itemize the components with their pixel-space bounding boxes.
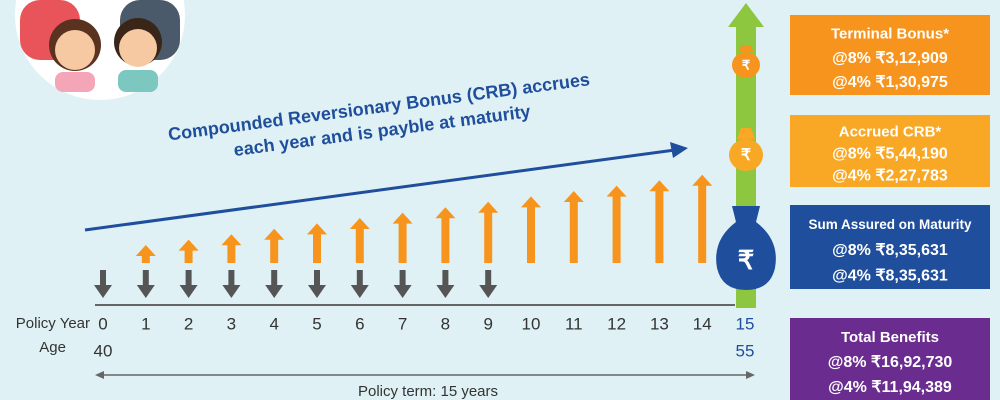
benefit-box: Total Benefits @8% ₹16,92,730 @4% ₹11,94,3…	[790, 318, 990, 400]
svg-text:₹: ₹	[741, 147, 751, 164]
year-label: 0	[98, 314, 107, 333]
year-label: 2	[184, 314, 193, 333]
bonus-arrow	[399, 223, 407, 263]
bonus-arrow-head	[307, 223, 327, 234]
premium-arrow-head	[479, 285, 497, 298]
bonus-arrow	[313, 233, 321, 263]
year-label: 13	[650, 314, 669, 333]
term-arrow-right	[746, 371, 755, 379]
benefit-value: @4% ₹1,30,975	[832, 74, 948, 91]
premium-arrow	[314, 270, 320, 286]
bonus-arrow	[185, 250, 193, 263]
benefit-title: Terminal Bonus*	[831, 25, 949, 42]
year-label: 14	[693, 314, 712, 333]
benefit-title: Accrued CRB*	[839, 123, 942, 140]
premium-arrow	[143, 270, 149, 286]
bonus-arrow-head	[221, 234, 241, 245]
bonus-arrow-head	[564, 191, 584, 202]
term-label: Policy term: 15 years	[358, 383, 498, 400]
premium-arrow-head	[394, 285, 412, 298]
bonus-arrow-head	[179, 240, 199, 251]
benefit-value: @8% ₹3,12,909	[832, 50, 948, 67]
premium-arrow	[271, 270, 277, 286]
premium-arrow	[400, 270, 406, 286]
bonus-arrow-head	[264, 229, 284, 240]
benefit-box: Terminal Bonus* @8% ₹3,12,909 @4% ₹1,30,97…	[790, 15, 990, 95]
benefit-value: @8% ₹8,35,631	[832, 242, 948, 259]
benefit-box: Sum Assured on Maturity @8% ₹8,35,631 @4% …	[790, 205, 990, 289]
premium-arrow-head	[308, 285, 326, 298]
premium-arrow-head	[265, 285, 283, 298]
premium-arrow	[186, 270, 192, 286]
row-label: Age	[39, 339, 66, 356]
bonus-arrow	[441, 217, 449, 263]
bonus-arrow-head	[521, 196, 541, 207]
age-label: 40	[94, 341, 113, 360]
premium-arrow-head	[137, 285, 155, 298]
bonus-arrow	[227, 244, 235, 263]
header: Compounded Reversionary Bonus (CRB) accr…	[167, 69, 594, 168]
bonus-arrow	[142, 255, 150, 263]
benefit-value: @4% ₹11,94,389	[828, 379, 952, 396]
bonus-arrow-head	[435, 207, 455, 218]
bonus-arrow	[655, 190, 663, 263]
premium-arrow-head	[180, 285, 198, 298]
family-illustration	[15, 0, 185, 100]
premium-arrow	[228, 270, 234, 286]
bonus-arrow	[613, 196, 621, 263]
bonus-arrow-head	[649, 180, 669, 191]
row-label: Policy Year	[16, 315, 90, 332]
premium-arrow-head	[94, 285, 112, 298]
premium-arrow-head	[436, 285, 454, 298]
svg-text:₹: ₹	[742, 57, 751, 72]
year-label: 9	[483, 314, 492, 333]
bonus-arrow-head	[607, 186, 627, 197]
infographic: Compounded Reversionary Bonus (CRB) accr…	[0, 0, 1000, 400]
benefit-value: @8% ₹5,44,190	[832, 145, 948, 162]
bonus-arrow-head	[136, 245, 156, 256]
year-label: 5	[312, 314, 321, 333]
bonus-arrow-head	[692, 175, 712, 186]
benefit-value: @4% ₹2,27,783	[832, 167, 948, 184]
year-label: 3	[227, 314, 236, 333]
money-bag: ₹	[729, 128, 763, 171]
benefit-title: Sum Assured on Maturity	[808, 217, 972, 232]
year-label: 6	[355, 314, 364, 333]
bonus-arrow	[356, 228, 364, 263]
premium-arrow	[485, 270, 491, 286]
money-bag: ₹	[716, 206, 776, 290]
year-label: 15	[736, 314, 755, 333]
benefit-title: Total Benefits	[841, 329, 939, 346]
benefit-value: @4% ₹8,35,631	[832, 267, 948, 284]
trend-arrow	[85, 150, 675, 230]
premium-arrow	[442, 270, 448, 286]
year-label: 10	[522, 314, 541, 333]
year-label: 12	[607, 314, 626, 333]
maturity-arrow-head	[728, 3, 764, 27]
term-arrow-left	[95, 371, 104, 379]
trend-arrow-head	[670, 142, 688, 158]
premium-arrow	[357, 270, 363, 286]
year-label: 11	[565, 314, 583, 333]
bonus-arrow	[270, 239, 278, 263]
svg-text:₹: ₹	[738, 245, 755, 275]
bonus-arrow-head	[350, 218, 370, 229]
age-label: 55	[736, 341, 755, 360]
bonus-arrow	[570, 201, 578, 263]
benefit-value: @8% ₹16,92,730	[828, 354, 953, 371]
bonus-arrow-head	[478, 202, 498, 213]
bonus-arrow	[698, 185, 706, 263]
year-label: 8	[441, 314, 450, 333]
premium-arrow	[100, 270, 106, 286]
premium-arrow-head	[222, 285, 240, 298]
bonus-arrow	[527, 206, 535, 263]
year-label: 1	[141, 314, 150, 333]
benefit-box: Accrued CRB* @8% ₹5,44,190 @4% ₹2,27,783	[790, 115, 990, 187]
bonus-arrow-head	[393, 213, 413, 224]
year-label: 7	[398, 314, 407, 333]
bonus-arrow	[484, 212, 492, 263]
year-label: 4	[269, 314, 278, 333]
premium-arrow-head	[351, 285, 369, 298]
